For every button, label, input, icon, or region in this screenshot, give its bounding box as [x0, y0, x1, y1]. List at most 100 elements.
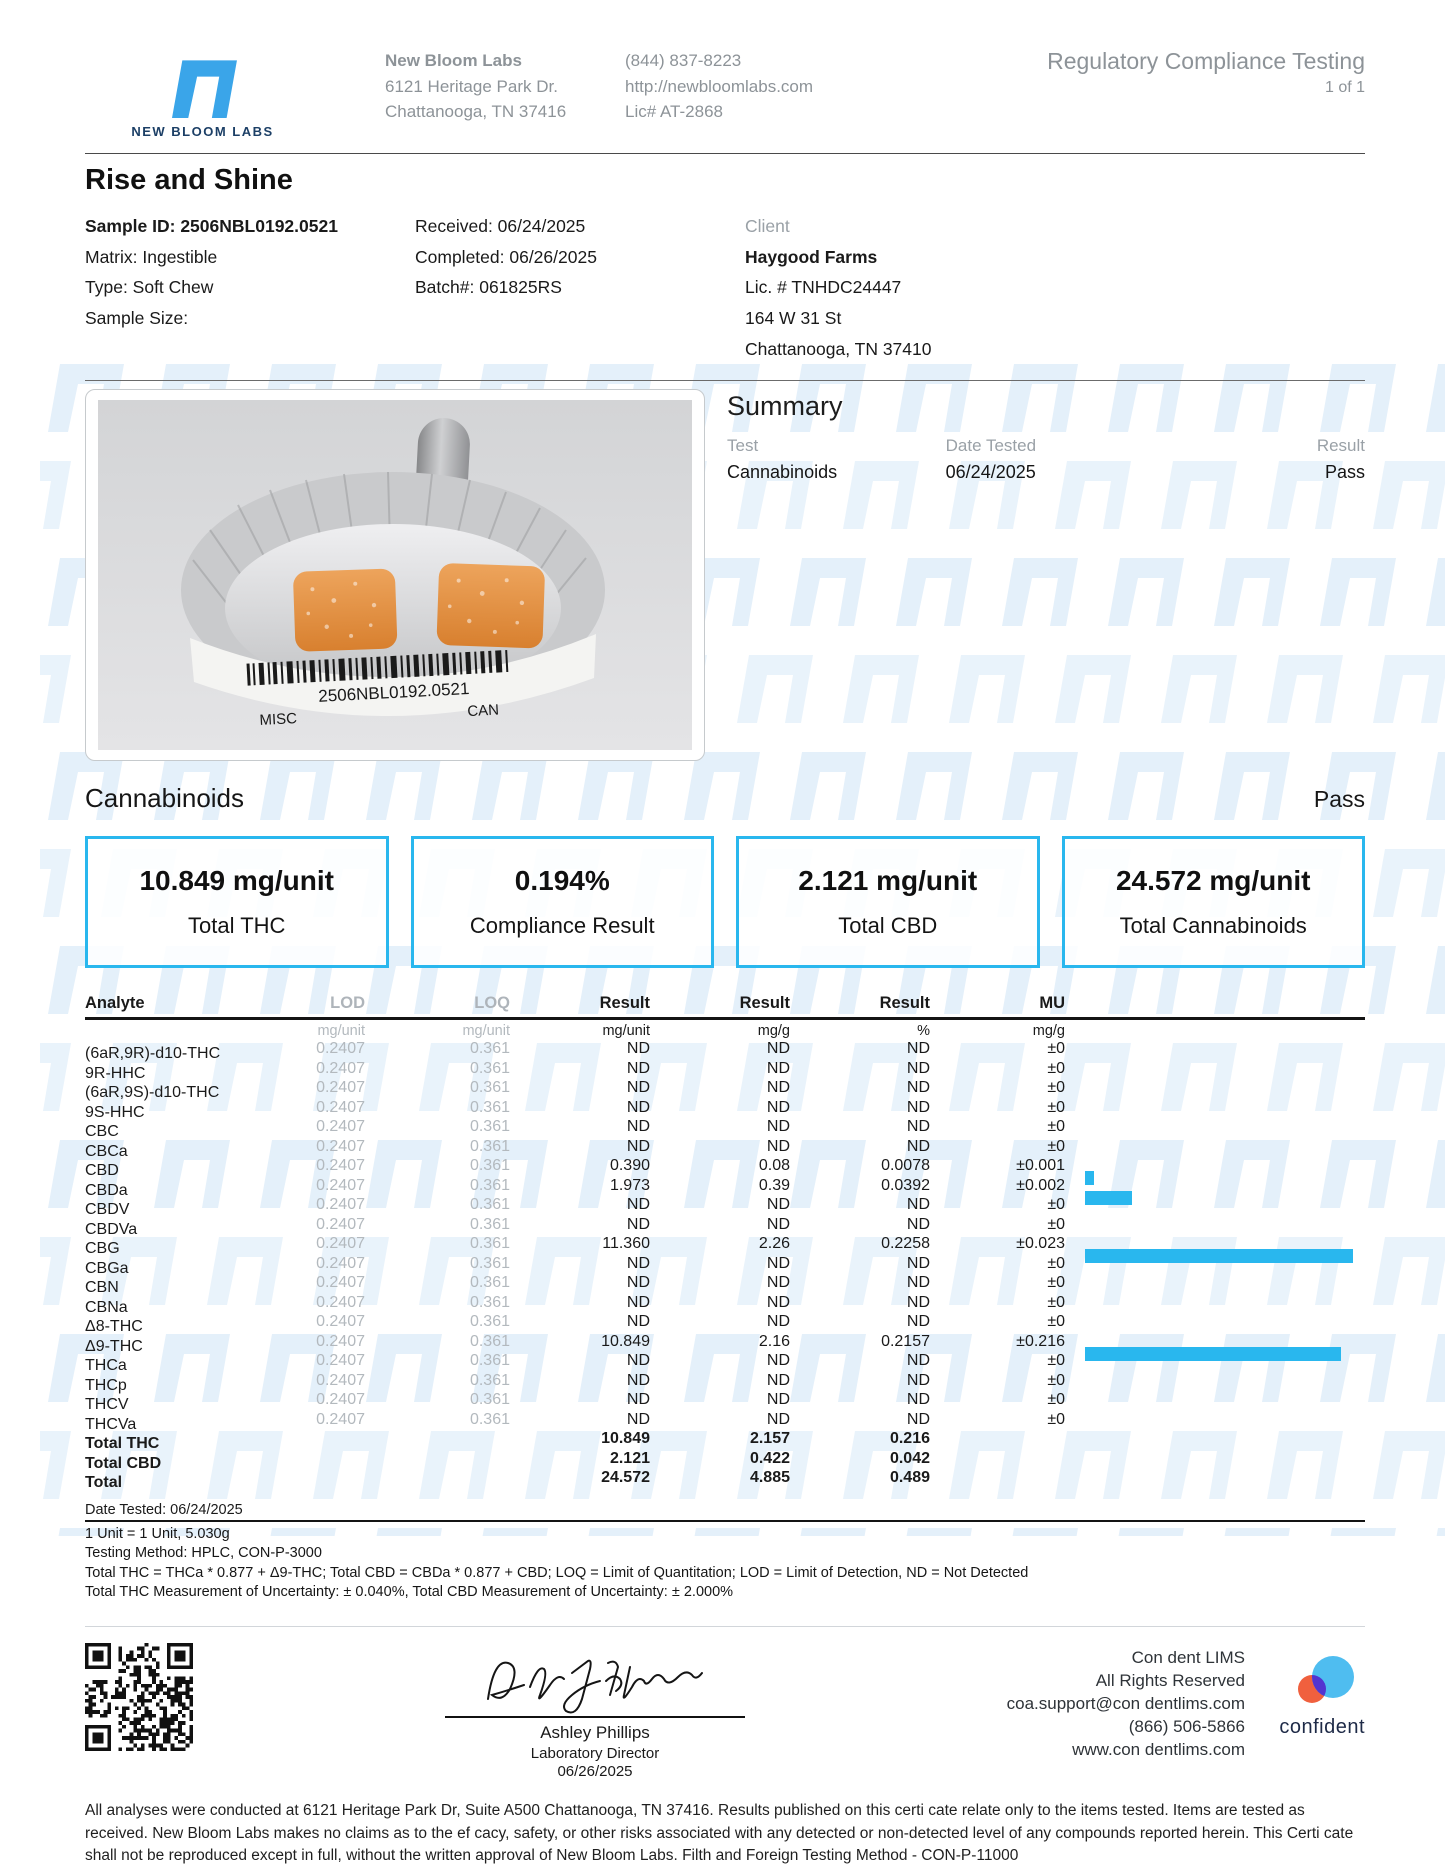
unit-result-3: %	[917, 1022, 930, 1039]
lab-website: http://newbloomlabs.com	[625, 76, 814, 96]
loq-value: 0.361	[469, 1059, 510, 1077]
mu-value: ±0	[1047, 1137, 1065, 1155]
result-pct: ND	[906, 1371, 930, 1389]
loq-value: 0.361	[469, 1118, 510, 1136]
lims-line-1: Con dent LIMS	[1131, 1648, 1245, 1668]
stat-value: 2.121 mg/unit	[798, 865, 978, 897]
result-mg-unit: 11.360	[602, 1235, 650, 1253]
result-mg-unit: ND	[626, 1274, 650, 1292]
result-mg-unit: ND	[626, 1313, 650, 1331]
analyte-name: CBD	[85, 1162, 119, 1180]
table-row: CBDa 0.2407 0.361 1.973 0.39 0.0392 ±0.0…	[85, 1176, 1365, 1205]
loq-value: 0.361	[469, 1254, 510, 1272]
logo-caption: NEW BLOOM LABS	[131, 124, 274, 139]
lod-value: 0.2407	[316, 1235, 365, 1253]
table-row: CBCa 0.2407 0.361 ND ND ND ±0	[85, 1137, 1365, 1160]
result-mg-unit: ND	[626, 1040, 650, 1058]
lab-address-block: New Bloom Labs 6121 Heritage Park Dr. Ch…	[385, 46, 625, 125]
col-result-mg-unit: Result	[599, 994, 650, 1013]
result-pct: ND	[906, 1313, 930, 1331]
analyte-name: THCp	[85, 1376, 127, 1394]
lod-value: 0.2407	[316, 1176, 365, 1194]
result-mg-unit: 1.973	[609, 1176, 650, 1194]
table-row: CBN 0.2407 0.361 ND ND ND ±0	[85, 1274, 1365, 1297]
stat-boxes: 10.849 mg/unit Total THC 0.194% Complian…	[85, 836, 1365, 969]
analyte-name: Total	[85, 1474, 123, 1492]
analyte-name: CBDVa	[85, 1220, 138, 1238]
result-bar	[1085, 1171, 1095, 1186]
result-mg-unit: 2.121	[609, 1449, 650, 1467]
lod-value: 0.2407	[316, 1040, 365, 1058]
sample-photo: 2506NBL0192.0521 MISC CAN	[85, 389, 705, 762]
table-row: Total CBD 2.121 0.422 0.042	[85, 1449, 1365, 1472]
page-number: 1 of 1	[1324, 79, 1365, 96]
loq-value: 0.361	[469, 1176, 510, 1194]
loq-value: 0.361	[469, 1157, 510, 1175]
mu-value: ±0.001	[1016, 1157, 1065, 1175]
result-mg-unit: ND	[626, 1352, 650, 1370]
table-row: CBDVa 0.2407 0.361 ND ND ND ±0	[85, 1215, 1365, 1238]
loq-value: 0.361	[469, 1098, 510, 1116]
lod-value: 0.2407	[316, 1332, 365, 1350]
lab-license: Lic# AT-2868	[625, 102, 723, 121]
table-units-row: mg/unit mg/unit mg/unit mg/g % mg/g	[85, 1022, 1365, 1040]
result-pct: 0.0392	[881, 1176, 930, 1194]
result-bar	[1085, 1190, 1132, 1205]
stat-label: Total Cannabinoids	[1119, 913, 1307, 939]
analyte-name: CBN	[85, 1279, 119, 1297]
lod-value: 0.2407	[316, 1352, 365, 1370]
signer-name: Ashley Phillips	[540, 1723, 650, 1743]
analyte-name: CBDV	[85, 1201, 130, 1219]
client-block: Client Haygood Farms Lic. # TNHDC24447 1…	[745, 211, 1365, 364]
stat-total-thc: 10.849 mg/unit Total THC	[85, 836, 389, 969]
table-header-row: Analyte LOD LOQ Result Result Result MU	[85, 994, 1365, 1014]
analyte-name: 9R-HHC	[85, 1064, 146, 1082]
client-license: Lic. # TNHDC24447	[745, 277, 902, 298]
client-label: Client	[745, 216, 790, 236]
unit-loq: mg/unit	[462, 1022, 510, 1039]
lab-logo: NEW BLOOM LABS	[85, 56, 320, 139]
stat-label: Compliance Result	[469, 913, 655, 939]
table-row: 9S-HHC 0.2407 0.361 ND ND ND ±0	[85, 1098, 1365, 1121]
loq-value: 0.361	[469, 1040, 510, 1058]
result-mg-g: ND	[766, 1196, 790, 1214]
result-mg-g: 0.422	[749, 1449, 790, 1467]
lab-phone: (844) 837-8223	[625, 51, 742, 70]
analyte-name: CBGa	[85, 1259, 129, 1277]
lab-address-1: 6121 Heritage Park Dr.	[385, 76, 558, 96]
result-pct: ND	[906, 1215, 930, 1233]
mu-value: ±0.023	[1016, 1235, 1065, 1253]
new-bloom-labs-logo-icon	[171, 60, 237, 118]
sample-size: Sample Size:	[85, 307, 189, 328]
unit-result-1: mg/unit	[602, 1022, 650, 1039]
photo-label-right: CAN	[467, 702, 500, 721]
result-pct: 0.216	[889, 1430, 930, 1448]
barcode	[246, 650, 509, 686]
date-tested-divider	[85, 1520, 1365, 1523]
result-mg-g: ND	[766, 1313, 790, 1331]
col-lod: LOD	[330, 994, 365, 1013]
lims-email: coa.support@con dentlims.com	[1006, 1694, 1245, 1714]
result-mg-unit: 10.849	[601, 1332, 650, 1350]
bar-cell	[1065, 1182, 1365, 1205]
mu-value: ±0	[1047, 1118, 1065, 1136]
footnotes: 1 Unit = 1 Unit, 5.030g Testing Method: …	[85, 1525, 1365, 1602]
result-mg-unit: ND	[626, 1118, 650, 1136]
signoff-date: 06/26/2025	[557, 1763, 633, 1781]
lab-contact-block: (844) 837-8223 http://newbloomlabs.com L…	[625, 46, 925, 125]
sample-divider	[85, 380, 1365, 382]
stat-total-cbd: 2.121 mg/unit Total CBD	[736, 836, 1040, 969]
mu-value: ±0	[1047, 1371, 1065, 1389]
table-row: CBG 0.2407 0.361 11.360 2.26 0.2258 ±0.0…	[85, 1235, 1365, 1264]
analyte-name: 9S-HHC	[85, 1103, 145, 1121]
table-row: Δ9-THC 0.2407 0.361 10.849 2.16 0.2157 ±…	[85, 1332, 1365, 1361]
result-mg-g: ND	[766, 1371, 790, 1389]
result-mg-unit: ND	[626, 1371, 650, 1389]
lod-value: 0.2407	[316, 1196, 365, 1214]
loq-value: 0.361	[469, 1313, 510, 1331]
analyte-name: THCV	[85, 1396, 129, 1414]
loq-value: 0.361	[469, 1235, 510, 1253]
result-pct: 0.042	[889, 1449, 930, 1467]
loq-value: 0.361	[469, 1371, 510, 1389]
result-mg-unit: ND	[626, 1137, 650, 1155]
